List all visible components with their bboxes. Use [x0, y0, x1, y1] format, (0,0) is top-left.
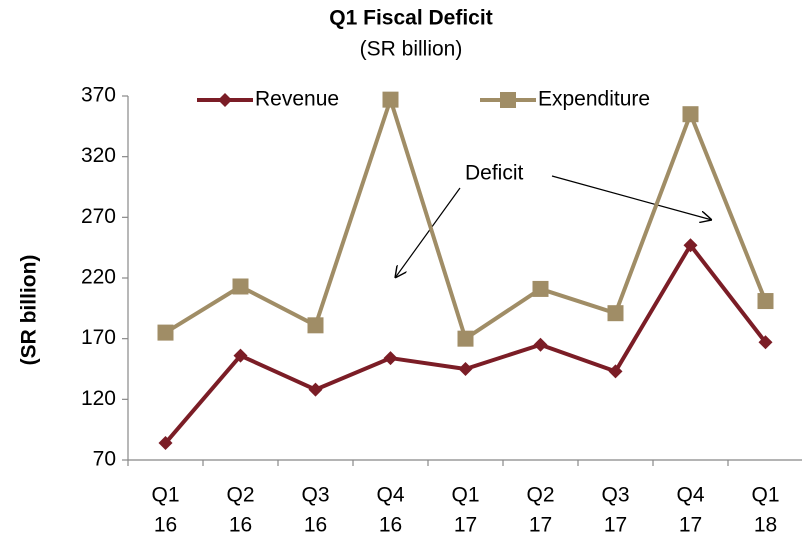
y-tick-label: 270 [81, 205, 116, 228]
point [533, 337, 548, 352]
x-tick-label: 17 [679, 514, 702, 535]
x-tick-label: Q2 [526, 484, 554, 507]
legend-label: Expenditure [538, 88, 650, 111]
legend-marker [218, 93, 232, 107]
x-tick-label: Q1 [451, 484, 479, 507]
y-tick-label: 120 [81, 387, 116, 410]
y-tick-label: 320 [81, 144, 116, 167]
point [757, 293, 774, 310]
point [458, 362, 473, 376]
point [457, 330, 474, 347]
y-tick-label: 170 [81, 326, 116, 349]
x-tick-label: Q1 [151, 484, 179, 507]
x-tick-label: Q3 [301, 484, 329, 507]
x-tick-label: 18 [754, 514, 777, 535]
y-axis-label: (SR billion) [18, 255, 41, 366]
x-tick-label: 17 [529, 514, 552, 535]
x-tick-label: 17 [604, 514, 627, 535]
point [682, 106, 699, 123]
point [383, 351, 398, 366]
x-tick-label: 16 [379, 514, 402, 535]
point [233, 348, 248, 363]
point [382, 91, 399, 108]
chart-title: Q1 Fiscal Deficit [329, 7, 492, 30]
point [307, 317, 324, 334]
legend-label: Revenue [255, 88, 339, 111]
y-tick-label: 370 [81, 84, 116, 107]
annotation-arrow [551, 175, 712, 220]
x-tick-label: 16 [304, 514, 327, 535]
legend-marker [500, 92, 516, 108]
point [308, 382, 323, 397]
point [157, 324, 174, 341]
x-tick-label: Q1 [751, 484, 779, 507]
point [232, 278, 249, 295]
point [607, 305, 624, 322]
point [683, 238, 698, 253]
x-tick-label: Q2 [226, 484, 254, 507]
point [608, 364, 623, 379]
point [758, 335, 773, 350]
series-line [164, 97, 768, 341]
chart-subtitle: (SR billion) [360, 38, 463, 61]
y-tick-label: 70 [93, 448, 116, 471]
point [532, 280, 549, 297]
x-tick-label: 17 [454, 514, 477, 535]
point [158, 436, 173, 451]
x-tick-label: 16 [229, 514, 252, 535]
x-tick-label: Q3 [601, 484, 629, 507]
x-tick-label: Q4 [376, 484, 404, 507]
x-tick-label: Q4 [676, 484, 704, 507]
x-tick-label: 16 [154, 514, 177, 535]
annotation: Deficit [465, 162, 524, 185]
annotation-arrow [395, 187, 461, 278]
y-tick-label: 220 [81, 266, 116, 289]
